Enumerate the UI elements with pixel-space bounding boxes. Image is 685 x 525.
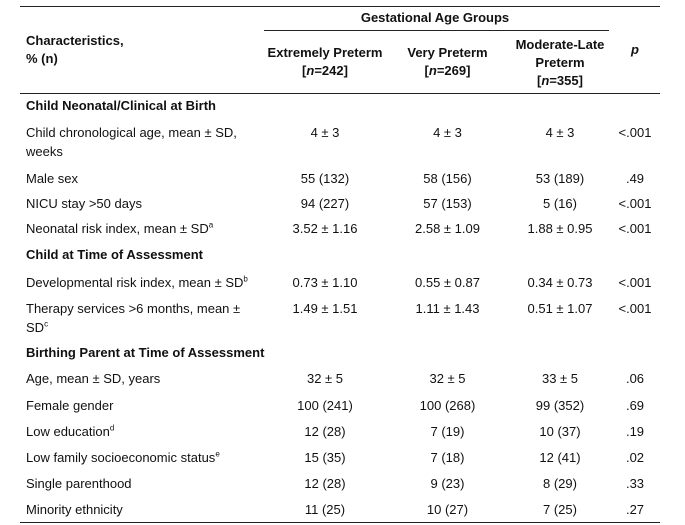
row-label: Low educationd bbox=[26, 423, 115, 439]
cell-p: .02 bbox=[625, 450, 645, 465]
col-header-very-preterm: Very Preterm bbox=[407, 45, 488, 60]
cell-extremely-preterm: 94 (227) bbox=[300, 196, 350, 211]
cell-moderate-late: 10 (37) bbox=[539, 424, 581, 439]
col-header-moderate-late-n: [n=355] bbox=[537, 73, 583, 88]
row-label-line2: SDc bbox=[26, 319, 49, 335]
cell-extremely-preterm: 1.49 ± 1.51 bbox=[292, 301, 358, 316]
col-header-extremely-preterm-n: [n=242] bbox=[302, 63, 348, 78]
row-label: Developmental risk index, mean ± SDb bbox=[26, 274, 248, 290]
table-bottom-rule bbox=[20, 522, 660, 523]
cell-very-preterm: 9 (23) bbox=[430, 476, 465, 491]
cell-extremely-preterm: 11 (25) bbox=[304, 502, 346, 517]
row-label-line2: weeks bbox=[26, 144, 63, 159]
cell-p: <.001 bbox=[618, 196, 652, 211]
cell-p: .69 bbox=[625, 398, 645, 413]
col-header-extremely-preterm: Extremely Preterm bbox=[267, 45, 383, 60]
section-title: Birthing Parent at Time of Assessment bbox=[26, 345, 265, 360]
col-header-moderate-late-line2: Preterm bbox=[535, 55, 585, 70]
header-bottom-rule bbox=[20, 93, 660, 94]
footnote-marker: e bbox=[215, 449, 220, 459]
footnote-marker: d bbox=[109, 423, 115, 433]
cell-very-preterm: 32 ± 5 bbox=[429, 371, 466, 386]
cell-very-preterm: 10 (27) bbox=[426, 502, 469, 517]
cell-moderate-late: 12 (41) bbox=[539, 450, 581, 465]
cell-extremely-preterm: 100 (241) bbox=[297, 398, 353, 413]
row-label: Female gender bbox=[26, 398, 114, 413]
cell-p: <.001 bbox=[618, 275, 652, 290]
cell-extremely-preterm: 32 ± 5 bbox=[306, 371, 344, 386]
cell-very-preterm: 2.58 ± 1.09 bbox=[415, 221, 480, 236]
cell-extremely-preterm: 0.73 ± 1.10 bbox=[292, 275, 358, 290]
cell-p: .19 bbox=[625, 424, 645, 439]
cell-moderate-late: 1.88 ± 0.95 bbox=[527, 221, 593, 236]
cell-p: .49 bbox=[625, 171, 645, 186]
row-label: Male sex bbox=[26, 171, 79, 186]
col-header-very-preterm-n: [n=269] bbox=[424, 63, 471, 78]
footnote-marker: a bbox=[208, 220, 214, 230]
group-header-rule bbox=[264, 30, 609, 31]
row-label: Neonatal risk index, mean ± SDa bbox=[26, 220, 214, 236]
row-label: Low family socioeconomic statuse bbox=[26, 449, 220, 465]
cell-extremely-preterm: 55 (132) bbox=[300, 171, 350, 186]
cell-moderate-late: 53 (189) bbox=[535, 171, 585, 186]
col-header-moderate-late: Moderate-Late bbox=[515, 37, 605, 52]
cell-p: <.001 bbox=[618, 221, 652, 236]
cell-very-preterm: 0.55 ± 0.87 bbox=[415, 275, 480, 290]
cell-p: .06 bbox=[625, 371, 645, 386]
section-title: Child Neonatal/Clinical at Birth bbox=[26, 98, 216, 113]
cell-moderate-late: 4 ± 3 bbox=[545, 125, 575, 140]
footnote-marker: c bbox=[44, 319, 49, 329]
cell-extremely-preterm: 15 (35) bbox=[304, 450, 346, 465]
cell-very-preterm: 57 (153) bbox=[423, 196, 472, 211]
cell-extremely-preterm: 3.52 ± 1.16 bbox=[292, 221, 358, 236]
cell-moderate-late: 0.34 ± 0.73 bbox=[527, 275, 593, 290]
cell-very-preterm: 58 (156) bbox=[423, 171, 472, 186]
cell-extremely-preterm: 12 (28) bbox=[304, 476, 346, 491]
cell-p: <.001 bbox=[618, 125, 652, 140]
cell-moderate-late: 5 (16) bbox=[543, 196, 577, 211]
cell-p: <.001 bbox=[618, 301, 652, 316]
row-label: NICU stay >50 days bbox=[26, 196, 142, 211]
cell-very-preterm: 7 (19) bbox=[430, 424, 465, 439]
cell-very-preterm: 7 (18) bbox=[430, 450, 465, 465]
characteristics-header-line2: % (n) bbox=[26, 51, 58, 66]
footnote-marker: b bbox=[243, 274, 248, 284]
row-label: Age, mean ± SD, years bbox=[26, 371, 161, 386]
cell-extremely-preterm: 4 ± 3 bbox=[310, 125, 340, 140]
col-header-p: p bbox=[631, 42, 639, 57]
cell-p: .33 bbox=[625, 476, 645, 491]
cell-p: .27 bbox=[625, 502, 645, 517]
cell-moderate-late: 0.51 ± 1.07 bbox=[527, 301, 593, 316]
characteristics-header-line1: Characteristics, bbox=[26, 33, 124, 48]
cell-extremely-preterm: 12 (28) bbox=[304, 424, 346, 439]
group-header: Gestational Age Groups bbox=[360, 10, 510, 25]
cell-very-preterm: 1.11 ± 1.43 bbox=[415, 301, 480, 316]
cell-moderate-late: 99 (352) bbox=[535, 398, 585, 413]
cell-moderate-late: 33 ± 5 bbox=[541, 371, 579, 386]
row-label: Therapy services >6 months, mean ± bbox=[26, 301, 241, 316]
row-label: Child chronological age, mean ± SD, bbox=[26, 125, 237, 140]
section-title: Child at Time of Assessment bbox=[26, 247, 203, 262]
cell-moderate-late: 8 (29) bbox=[543, 476, 577, 491]
row-label: Single parenthood bbox=[26, 476, 132, 491]
cell-very-preterm: 100 (268) bbox=[419, 398, 476, 413]
cell-moderate-late: 7 (25) bbox=[543, 502, 577, 517]
cell-very-preterm: 4 ± 3 bbox=[433, 125, 462, 140]
table-top-rule bbox=[20, 6, 660, 7]
row-label: Minority ethnicity bbox=[26, 502, 123, 517]
